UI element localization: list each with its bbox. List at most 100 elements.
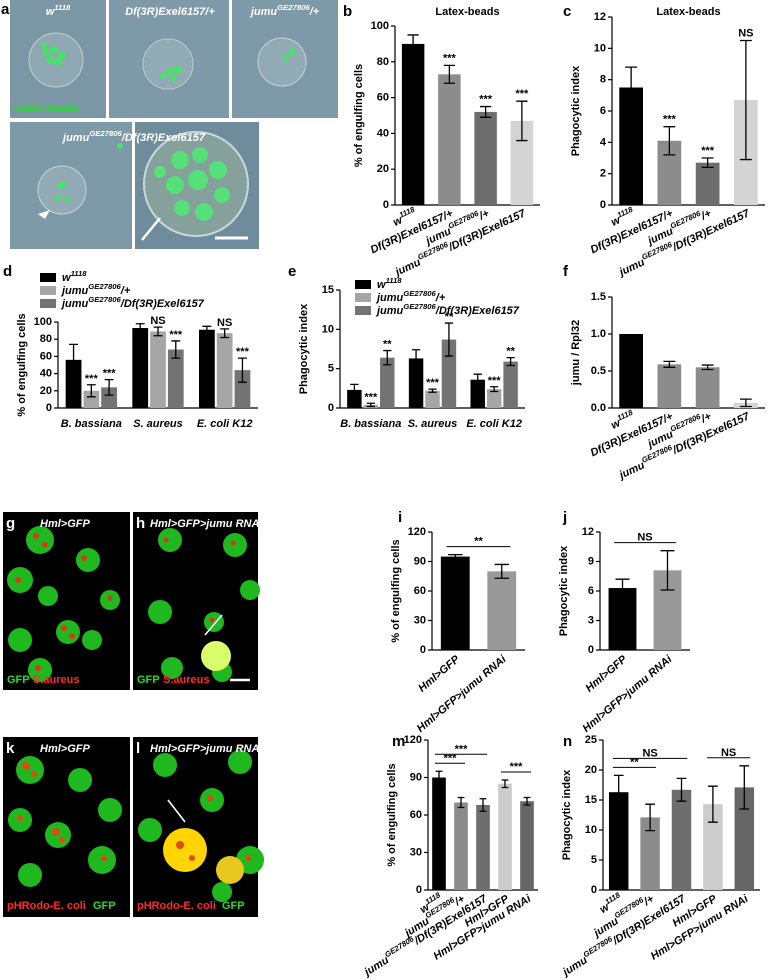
image-label: GFP	[7, 674, 30, 686]
y-tick-label: 0	[46, 402, 52, 414]
y-tick-label: 20	[377, 163, 389, 175]
y-axis-label: Phagocytic index	[298, 303, 310, 394]
significance: ***	[169, 329, 183, 341]
chart-title: Latex-beads	[656, 6, 720, 18]
bar	[520, 801, 534, 890]
legend-label: jumuGE27806/+	[375, 289, 446, 304]
error-bar	[444, 322, 454, 357]
micrographs-kl	[3, 737, 264, 917]
x-tick-label: Hml>GFP	[416, 653, 462, 695]
error-bar	[676, 777, 687, 802]
image-label: Hml>GFP	[40, 518, 90, 530]
image-label: w1118	[46, 3, 71, 18]
y-tick-label: 120	[404, 734, 422, 746]
error-bar	[701, 157, 714, 169]
y-tick-label: 4	[600, 136, 607, 148]
significance: ***	[510, 761, 524, 773]
error-bar	[135, 323, 145, 333]
y-tick-label: 6	[588, 585, 594, 597]
y-tick-label: 12	[582, 526, 594, 538]
legend-label: jumuGE27806/Df(3R)Exel6157	[375, 302, 520, 317]
micrographs-a	[10, 0, 338, 249]
significance: ***	[488, 375, 502, 387]
x-tick-label: Hml>GFP	[583, 653, 629, 695]
bar	[454, 802, 468, 890]
error-bar	[625, 66, 638, 109]
error-bar	[443, 64, 455, 84]
y-tick-label: 60	[410, 809, 422, 821]
y-tick-label: 80	[40, 333, 52, 345]
y-tick-label: 12	[594, 11, 606, 23]
x-tick-label: Hml>GFP>jumu RNAi	[580, 653, 675, 735]
y-tick-label: 60	[377, 92, 389, 104]
image-label: GFP	[137, 674, 160, 686]
y-tick-label: 8	[600, 74, 606, 86]
bar	[734, 787, 755, 890]
significance: ***	[443, 52, 457, 64]
panel-letter: i	[398, 509, 402, 526]
y-tick-label: 3	[588, 614, 594, 626]
error-bar	[506, 357, 515, 367]
panel-letter: h	[136, 515, 145, 532]
error-bar	[494, 563, 509, 579]
y-tick-label: 1.0	[591, 328, 606, 340]
bar	[401, 43, 425, 206]
y-tick-label: 90	[410, 771, 422, 783]
bar	[671, 789, 692, 890]
significance: **	[445, 311, 454, 323]
legend-swatch	[40, 299, 56, 308]
error-bar	[739, 398, 752, 408]
x-tick-label: S. aureus	[133, 418, 183, 430]
error-bar	[516, 100, 528, 142]
error-bar	[153, 326, 163, 337]
legend-label: w1118	[62, 269, 87, 284]
y-tick-label: 0	[383, 199, 389, 211]
legend-swatch	[40, 273, 56, 282]
significance: NS	[642, 747, 657, 759]
legend-label: jumuGE27806/Df(3R)Exel6157	[60, 295, 205, 310]
y-tick-label: 15	[322, 284, 334, 296]
panel-letter: f	[563, 263, 569, 280]
significance: NS	[738, 27, 753, 39]
y-tick-label: 60	[414, 585, 426, 597]
significance: ***	[236, 346, 250, 358]
panel-letter: n	[563, 733, 572, 750]
bar	[619, 334, 643, 408]
y-tick-label: 20	[585, 764, 597, 776]
y-tick-label: 0	[588, 644, 594, 656]
image-label: jumuGE27806/+	[249, 3, 320, 18]
legend-swatch	[355, 293, 371, 302]
error-bar	[435, 770, 443, 785]
y-axis-label: % of engulfing cells	[16, 313, 28, 416]
x-tick-label: S. aureus	[408, 418, 458, 430]
bar	[498, 783, 512, 890]
error-bar	[645, 803, 655, 832]
error-bar	[473, 373, 482, 386]
error-bar	[490, 386, 499, 393]
panel-letter: d	[3, 263, 12, 280]
bar	[132, 328, 149, 408]
y-tick-label: 10	[322, 323, 334, 335]
y-tick-label: 15	[585, 794, 597, 806]
significance: ***	[701, 145, 715, 157]
bar	[503, 361, 518, 408]
y-tick-label: 100	[34, 316, 52, 328]
error-bar	[411, 349, 421, 368]
error-bar	[86, 384, 96, 398]
significance: ***	[663, 114, 677, 126]
x-tick-label: E. coli K12	[197, 418, 253, 430]
significance: **	[383, 338, 392, 350]
error-bar	[383, 349, 392, 366]
bar	[167, 349, 184, 408]
image-label: pHRodo-E. coli	[137, 900, 216, 912]
legend-label: jumuGE27806/+	[60, 282, 131, 297]
legend-swatch	[40, 286, 56, 295]
significance: **	[630, 756, 639, 768]
error-bar	[523, 796, 531, 806]
x-tick-label: B. bassiana	[340, 418, 401, 430]
micrographs-gh	[3, 512, 260, 690]
bar	[486, 389, 502, 408]
bar	[432, 777, 446, 890]
image-label: Hml>GFP>jumu RNAi	[150, 743, 263, 755]
